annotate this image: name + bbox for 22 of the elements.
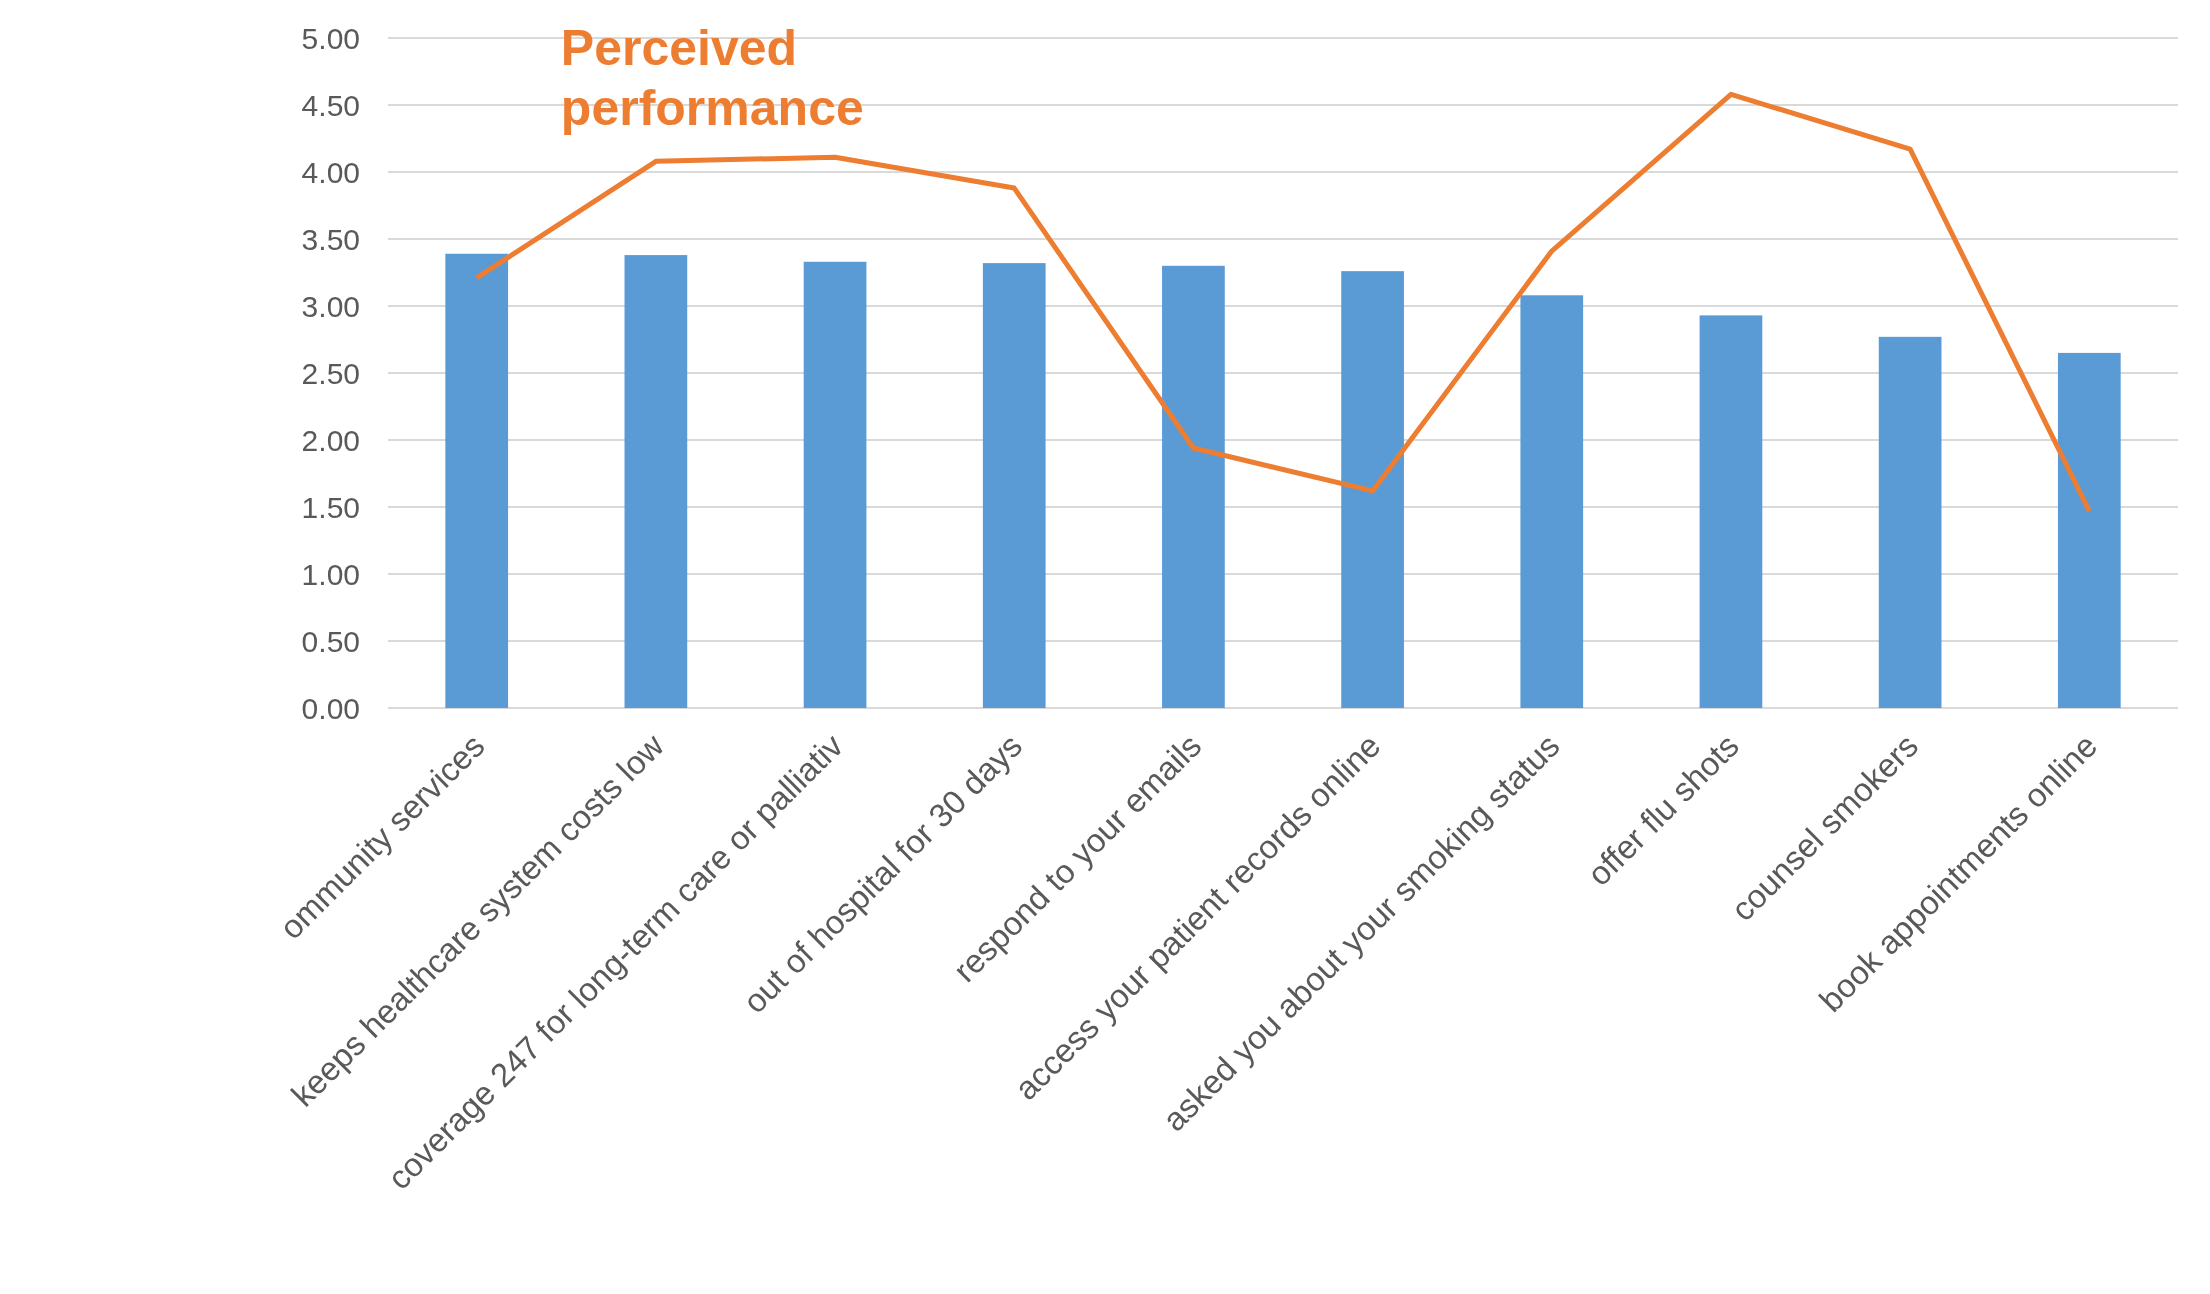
bar (803, 261, 867, 708)
y-tick-label: 0.50 (301, 624, 360, 658)
series-label: Perceived performance (560, 19, 864, 136)
bar (1878, 336, 1942, 708)
y-tick-label: 0.00 (301, 691, 360, 725)
y-tick-label: 4.50 (301, 88, 360, 122)
y-tick-label: 1.00 (301, 557, 360, 591)
bar (2057, 352, 2121, 708)
y-tick-label: 4.00 (301, 155, 360, 189)
y-tick-label: 2.50 (301, 356, 360, 390)
y-tick-label: 1.50 (301, 490, 360, 524)
bar (624, 255, 688, 708)
y-tick-label: 3.00 (301, 289, 360, 323)
bar (1162, 265, 1225, 708)
bar (982, 263, 1046, 708)
bar (1520, 295, 1584, 708)
bar (1699, 315, 1763, 708)
y-tick-label: 5.00 (301, 21, 360, 55)
y-tick-label: 3.50 (301, 222, 360, 256)
bar (445, 253, 509, 708)
bar (1341, 271, 1404, 708)
y-tick-label: 2.00 (301, 423, 360, 457)
